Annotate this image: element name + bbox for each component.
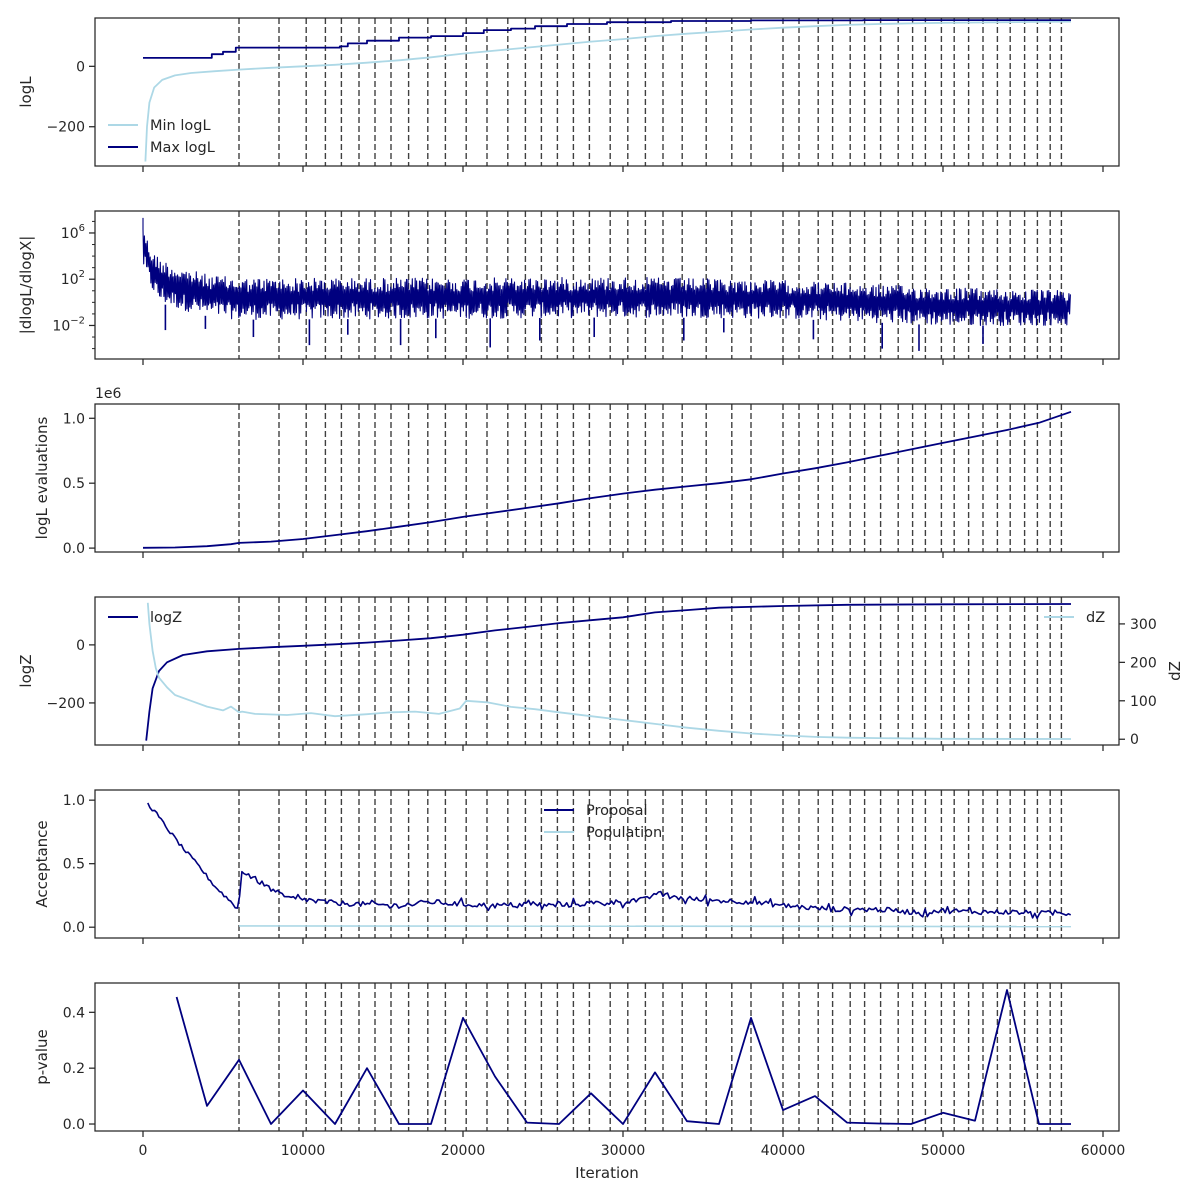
evaluations-ytick-label-1: 0.5 [63, 476, 85, 492]
evidence-ytick-right-label-3: 300 [1130, 617, 1157, 633]
acceptance-ytick-label-0: 0.0 [63, 920, 85, 936]
pvalue-xtick-label-5: 50000 [921, 1143, 966, 1159]
acceptance-series-1 [238, 925, 1072, 928]
acceptance-ylabel: Acceptance [33, 820, 51, 907]
evidence-ytick-label-0: −200 [47, 696, 85, 712]
logl-series-1 [143, 19, 1071, 59]
evaluations-frame [94, 403, 1120, 553]
evidence-ytick-label-1: 0 [76, 638, 85, 654]
gradient-ytick-label-2: 106 [61, 223, 85, 242]
evidence-legend-dz-label: dZ [1086, 610, 1105, 626]
evidence-ylabel-right: dZ [1166, 661, 1184, 681]
evaluations-ytick-label-2: 1.0 [63, 411, 85, 427]
pvalue-ylabel: p-value [33, 1029, 51, 1085]
evaluations-offset-text: 1e6 [95, 386, 122, 402]
pvalue-xtick-label-4: 40000 [761, 1143, 806, 1159]
acceptance-ytick-label-1: 0.5 [63, 857, 85, 873]
evidence-legend-logz-label: logZ [150, 610, 182, 626]
panels: −200 0 logL Min logL Max logL 10−2 102 106 |dlog… [17, 17, 1184, 1182]
evidence-ytick-right-label-0: 0 [1130, 732, 1139, 748]
pvalue-xtick-label-2: 20000 [441, 1143, 486, 1159]
gradient-ylabel: |dlogL/dlogX| [17, 236, 35, 335]
evaluations-ylabel: logL evaluations [33, 416, 51, 539]
logl-legend-max-label: Max logL [150, 140, 215, 156]
gradient-ytick-label-1: 102 [61, 269, 85, 288]
gradient-ytick-label-0: 10−2 [52, 315, 85, 334]
panel-logl: −200 0 logL Min logL Max logL [17, 17, 1120, 172]
evidence-series-1 [146, 602, 1072, 740]
pvalue-ytick-label-0: 0.0 [63, 1117, 85, 1133]
panel-acceptance: 0.0 0.5 1.0 Acceptance Proposal Population [33, 789, 1120, 944]
logl-frame [94, 17, 1120, 167]
evidence-series-0 [145, 603, 1072, 741]
logl-series-0 [144, 20, 1072, 162]
acceptance-legend-proposal-label: Proposal [586, 803, 648, 819]
logl-legend-min-label: Min logL [150, 118, 211, 134]
pvalue-series-0 [175, 989, 1071, 1125]
logl-ylabel: logL [17, 76, 35, 108]
evaluations-ytick-label-0: 0.0 [63, 541, 85, 557]
acceptance-series-0 [147, 802, 1072, 920]
pvalue-xtick-label-1: 10000 [281, 1143, 326, 1159]
pvalue-ytick-label-2: 0.4 [63, 1005, 85, 1021]
panel-evidence: −200 0 0 100 200 300 logZ dZ logZ dZ [17, 596, 1184, 751]
gradient-series-0 [142, 217, 1071, 326]
evidence-ytick-right-label-2: 200 [1130, 655, 1157, 671]
pvalue-xtick-label-0: 0 [139, 1143, 148, 1159]
pvalue-xtick-label-3: 30000 [601, 1143, 646, 1159]
acceptance-ytick-label-2: 1.0 [63, 793, 85, 809]
pvalue-xlabel: Iteration [575, 1164, 639, 1182]
panel-gradient: 10−2 102 106 |dlogL/dlogX| [17, 210, 1120, 365]
evidence-frame [94, 596, 1120, 746]
panel-evaluations: 0.0 0.5 1.0 1e6 logL evaluations [33, 386, 1120, 558]
evidence-ylabel: logZ [17, 654, 35, 687]
acceptance-legend-population-label: Population [586, 825, 662, 841]
logl-ytick-label-1: 0 [76, 59, 85, 75]
logl-ytick-label-0: −200 [47, 120, 85, 136]
pvalue-frame [94, 982, 1120, 1132]
pvalue-xtick-label-6: 60000 [1081, 1143, 1126, 1159]
evaluations-series-0 [142, 410, 1072, 549]
gradient-frame [94, 210, 1120, 360]
evidence-ytick-right-label-1: 100 [1130, 694, 1157, 710]
pvalue-ytick-label-1: 0.2 [63, 1061, 85, 1077]
panel-pvalue: 0.0 0.2 0.4 0 10000 20000 30000 40000 50000 60000… [33, 982, 1126, 1182]
